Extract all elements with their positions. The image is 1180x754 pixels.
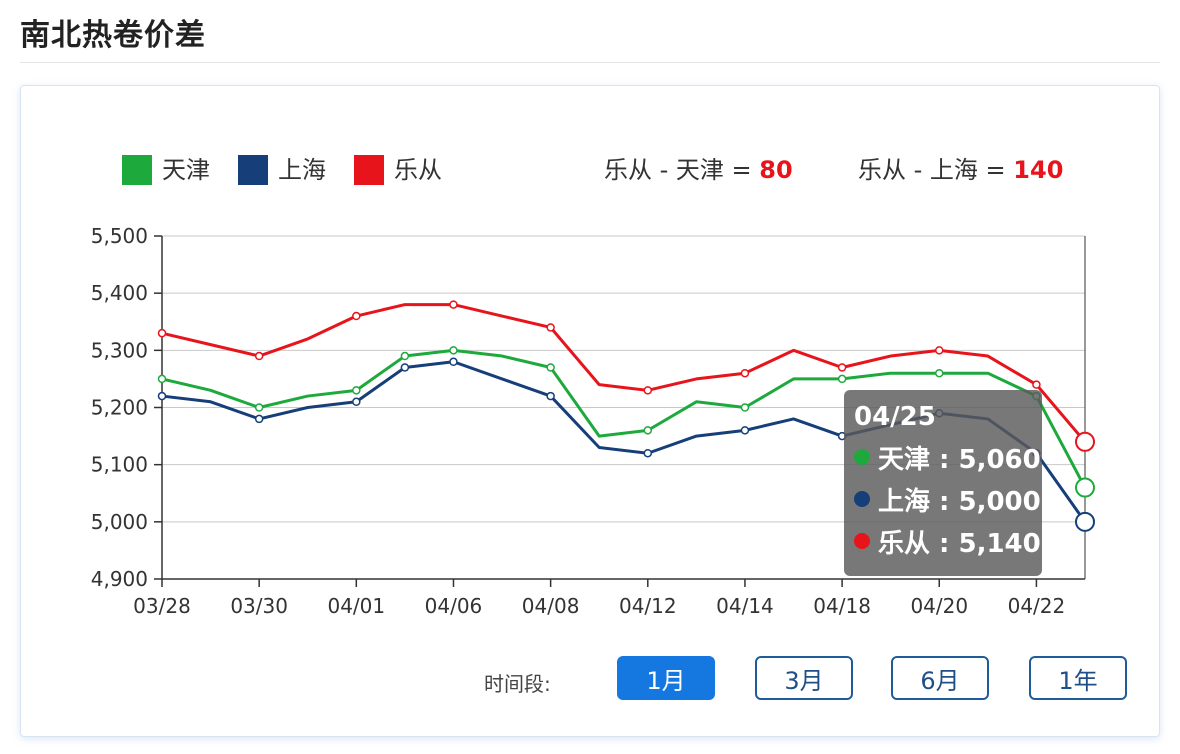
tooltip-value-shanghai: 上海 : 5,000	[878, 486, 1041, 517]
legend-label-2: 乐从	[394, 156, 442, 184]
data-point	[546, 323, 555, 332]
data-point	[935, 368, 944, 378]
x-tick-label: 04/18	[813, 594, 871, 618]
tooltip-dot-lecong	[854, 533, 870, 549]
y-tick-label: 5,400	[91, 281, 148, 305]
spread-value-1: 140	[1013, 156, 1063, 184]
tooltip-dot-tianjin	[854, 449, 870, 465]
data-point	[546, 391, 555, 401]
highlight-point-0	[1075, 477, 1095, 498]
spread-value-0: 80	[759, 156, 792, 184]
data-point	[837, 363, 847, 372]
spread-text-0: 乐从 - 天津 = 80	[604, 156, 793, 184]
tooltip-value-lecong: 乐从 : 5,140	[878, 528, 1041, 559]
x-tick-label: 04/08	[522, 594, 580, 618]
y-tick-label: 5,100	[91, 453, 148, 477]
data-point	[254, 351, 264, 361]
x-tick-label: 03/30	[230, 594, 288, 618]
data-point	[449, 346, 458, 355]
x-tick-label: 04/01	[327, 594, 385, 618]
data-point	[740, 368, 750, 378]
data-point	[740, 403, 750, 412]
data-point	[400, 351, 410, 361]
x-tick-label: 03/28	[133, 594, 191, 618]
data-point	[740, 426, 750, 435]
period-button-1-month[interactable]: 1月	[617, 656, 715, 700]
y-tick-label: 5,200	[91, 396, 148, 420]
data-point	[837, 374, 847, 384]
series-line-2	[161, 303, 1087, 443]
data-point	[449, 357, 458, 367]
spread-label-0: 乐从 - 天津 =	[604, 156, 759, 184]
y-tick-label: 5,500	[91, 224, 148, 248]
spread-label-1: 乐从 - 上海 =	[858, 156, 1013, 184]
data-point	[352, 397, 361, 407]
period-button-3-months[interactable]: 3月	[755, 656, 853, 700]
series-line-0	[161, 348, 1087, 489]
legend-swatch-2	[354, 155, 384, 185]
data-point	[157, 374, 167, 384]
highlight-point-2	[1075, 431, 1095, 452]
data-point	[449, 300, 458, 309]
data-point	[1032, 380, 1041, 389]
tooltip-dot-shanghai	[854, 491, 870, 507]
period-label: 时间段:	[484, 672, 551, 696]
data-point	[935, 346, 944, 355]
tooltip-row-tianjin: 天津 : 5,060	[854, 436, 1042, 478]
chart-tooltip: 04/25 天津 : 5,060 上海 : 5,000 乐从 : 5,140	[844, 390, 1042, 576]
tooltip-row-lecong: 乐从 : 5,140	[854, 520, 1042, 562]
y-tick-label: 5,000	[91, 510, 148, 534]
y-tick-label: 4,900	[91, 567, 148, 591]
data-point	[157, 328, 167, 338]
legend-swatch-0	[122, 155, 152, 185]
y-tick-label: 5,300	[91, 338, 148, 362]
x-tick-label: 04/14	[716, 594, 774, 618]
data-point	[400, 363, 410, 372]
title-divider	[20, 62, 1160, 63]
tooltip-date: 04/25	[854, 402, 936, 432]
data-point	[254, 403, 264, 412]
highlight-point-1	[1075, 511, 1095, 532]
legend-label-1: 上海	[278, 156, 326, 184]
legend-swatch-1	[238, 155, 268, 185]
period-button-6-months[interactable]: 6月	[891, 656, 989, 700]
x-tick-label: 04/06	[425, 594, 483, 618]
data-point	[546, 363, 555, 372]
x-tick-label: 04/20	[910, 594, 968, 618]
tooltip-row-shanghai: 上海 : 5,000	[854, 478, 1042, 520]
page-title: 南北热卷价差	[20, 18, 206, 53]
period-button-1-year[interactable]: 1年	[1029, 656, 1127, 700]
data-point	[157, 391, 167, 401]
x-tick-label: 04/12	[619, 594, 677, 618]
data-point	[352, 311, 361, 321]
data-point	[643, 448, 653, 458]
data-point	[352, 386, 361, 395]
data-point	[643, 426, 653, 435]
x-tick-label: 04/22	[1008, 594, 1066, 618]
legend-label-0: 天津	[162, 156, 210, 184]
tooltip-value-tianjin: 天津 : 5,060	[878, 444, 1041, 475]
data-point	[643, 386, 653, 395]
data-point	[254, 414, 264, 424]
spread-text-1: 乐从 - 上海 = 140	[858, 156, 1063, 184]
